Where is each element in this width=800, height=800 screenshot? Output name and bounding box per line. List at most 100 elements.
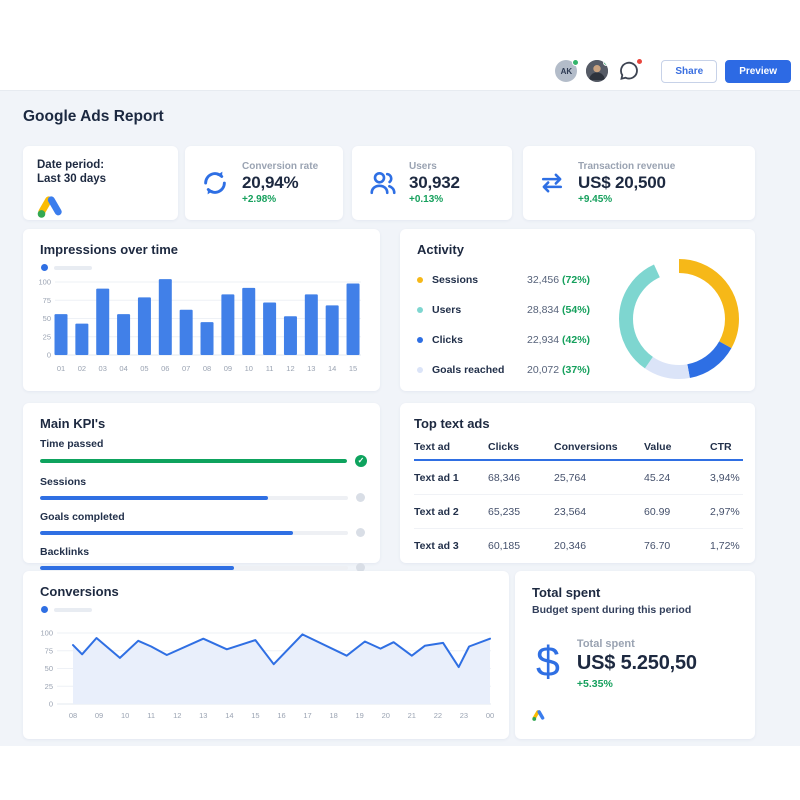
svg-text:100: 100	[40, 629, 53, 638]
column-header: Text ad	[414, 441, 450, 453]
svg-text:50: 50	[43, 314, 51, 323]
google-ads-logo	[37, 192, 164, 223]
total-spent-subtitle: Budget spent during this period	[532, 604, 692, 616]
share-button[interactable]: Share	[661, 59, 718, 83]
svg-text:14: 14	[225, 711, 233, 720]
pending-dot-icon	[356, 563, 365, 572]
activity-label: Users	[432, 304, 462, 316]
conversions-card: Conversions 0 25 50 75 100 08 09 10 11 12 13 14 15 16…	[23, 571, 509, 739]
column-header: Conversions	[554, 441, 618, 453]
date-period-value: Last 30 days	[37, 173, 107, 185]
online-status-dot	[572, 59, 580, 66]
kpi-delta: +9.45%	[578, 194, 613, 205]
dollar-icon: $	[536, 638, 560, 686]
online-status-dot	[603, 60, 609, 66]
total-spent-label: Total spent	[576, 638, 635, 650]
impressions-title: Impressions over time	[40, 242, 178, 257]
impressions-card: Impressions over time 0 25 50 75 100 01 02 03 04…	[23, 229, 380, 391]
svg-text:16: 16	[277, 711, 285, 720]
total-spent-card: Total spent Budget spent during this per…	[515, 571, 755, 739]
total-spent-title: Total spent	[532, 585, 601, 600]
svg-text:25: 25	[45, 682, 53, 691]
legend-dot	[417, 337, 423, 343]
person-photo-icon	[586, 60, 609, 82]
legend-slider[interactable]	[54, 607, 92, 612]
svg-text:08: 08	[69, 711, 77, 720]
svg-text:07: 07	[182, 364, 190, 373]
column-header: CTR	[710, 441, 732, 453]
cell-value: 76.70	[644, 540, 671, 552]
cell-ctr: 1,72%	[710, 540, 740, 552]
refresh-icon	[200, 168, 230, 198]
column-header: Value	[644, 441, 672, 453]
svg-text:23: 23	[460, 711, 468, 720]
avatar-ak[interactable]: AK	[555, 59, 580, 82]
avatar-photo[interactable]	[586, 60, 609, 82]
activity-number: 20,072	[527, 364, 560, 376]
report-canvas: Google Ads Report Date period: Last 30 d…	[0, 90, 800, 746]
table-row: Text ad 1 68,346 25,764 45.24 3,94%	[414, 461, 743, 495]
progress-label: Goals completed	[40, 511, 125, 523]
activity-row-users: Users 28,834 (54%)	[417, 295, 617, 325]
progress-track	[40, 495, 348, 500]
activity-percent: (37%)	[562, 364, 591, 376]
top-text-ads-title: Top text ads	[414, 416, 490, 431]
conversions-line-chart: 0 25 50 75 100 08 09 10 11 12 13 14 15 16 17 18 19 20 21 22…	[40, 629, 494, 721]
activity-number: 22,934	[527, 334, 560, 346]
progress-fill	[40, 495, 268, 500]
legend-dot	[417, 307, 423, 313]
conversions-title: Conversions	[40, 584, 119, 599]
cell-conversions: 20,346	[554, 540, 587, 552]
svg-text:09: 09	[224, 364, 232, 373]
impressions-bar-chart: 0 25 50 75 100 01 02 03 04 05 06 07 08 09 10 11 12 13 14 15	[38, 278, 361, 373]
activity-legend: Sessions 32,456 (72%) Users 28,834 (54%)…	[417, 265, 617, 385]
cell-clicks: 68,346	[488, 471, 521, 484]
svg-text:06: 06	[161, 364, 169, 373]
total-spent-value: US$ 5.250,50	[576, 652, 697, 674]
kpi-delta: +0.13%	[409, 194, 444, 205]
kpi-value: 20,94%	[242, 173, 299, 192]
chat-button[interactable]	[617, 58, 644, 83]
progress-track	[40, 565, 348, 570]
cell-name: Text ad 1	[414, 471, 459, 484]
cell-name: Text ad 2	[414, 505, 459, 518]
legend-dot	[41, 264, 48, 271]
progress-track	[40, 459, 347, 463]
activity-percent: (72%)	[562, 274, 591, 286]
topbar-controls: AK Share Preview	[555, 58, 791, 83]
activity-label: Clicks	[432, 334, 463, 346]
svg-text:22: 22	[434, 711, 442, 720]
svg-text:08: 08	[203, 364, 211, 373]
progress-label: Time passed	[40, 438, 104, 450]
activity-number: 32,456	[527, 274, 560, 286]
svg-text:02: 02	[78, 364, 86, 373]
activity-value: 28,834 (54%)	[527, 304, 590, 316]
svg-text:12: 12	[286, 364, 294, 373]
activity-row-clicks: Clicks 22,934 (42%)	[417, 325, 617, 355]
svg-text:04: 04	[119, 364, 127, 373]
svg-text:15: 15	[251, 711, 259, 720]
legend-slider[interactable]	[54, 265, 92, 270]
svg-text:00: 00	[486, 711, 494, 720]
activity-donut-chart	[616, 256, 742, 382]
kpi-progress-sessions: Sessions	[40, 476, 367, 502]
transaction-revenue-card: Transaction revenue US$ 20,500 +9.45%	[523, 146, 755, 220]
activity-card: Activity Sessions 32,456 (72%) Users 28,…	[400, 229, 755, 391]
table-header: Text ad Clicks Conversions Value CTR	[414, 441, 743, 461]
activity-row-goals: Goals reached 20,072 (37%)	[417, 355, 617, 385]
svg-text:10: 10	[245, 364, 253, 373]
table-row: Text ad 2 65,235 23,564 60.99 2,97%	[414, 495, 743, 529]
svg-text:09: 09	[95, 711, 103, 720]
main-kpis-title: Main KPI's	[40, 416, 106, 431]
svg-text:50: 50	[45, 664, 53, 673]
svg-text:21: 21	[408, 711, 416, 720]
svg-text:100: 100	[38, 278, 51, 287]
chart-legend	[41, 606, 92, 613]
preview-button[interactable]: Preview	[725, 59, 791, 83]
svg-text:14: 14	[328, 364, 336, 373]
svg-text:75: 75	[45, 646, 53, 655]
activity-row-sessions: Sessions 32,456 (72%)	[417, 265, 617, 295]
kpi-delta: +2.98%	[242, 194, 277, 205]
kpi-label: Users	[409, 161, 437, 172]
avatar-initials-text: AK	[560, 66, 573, 76]
